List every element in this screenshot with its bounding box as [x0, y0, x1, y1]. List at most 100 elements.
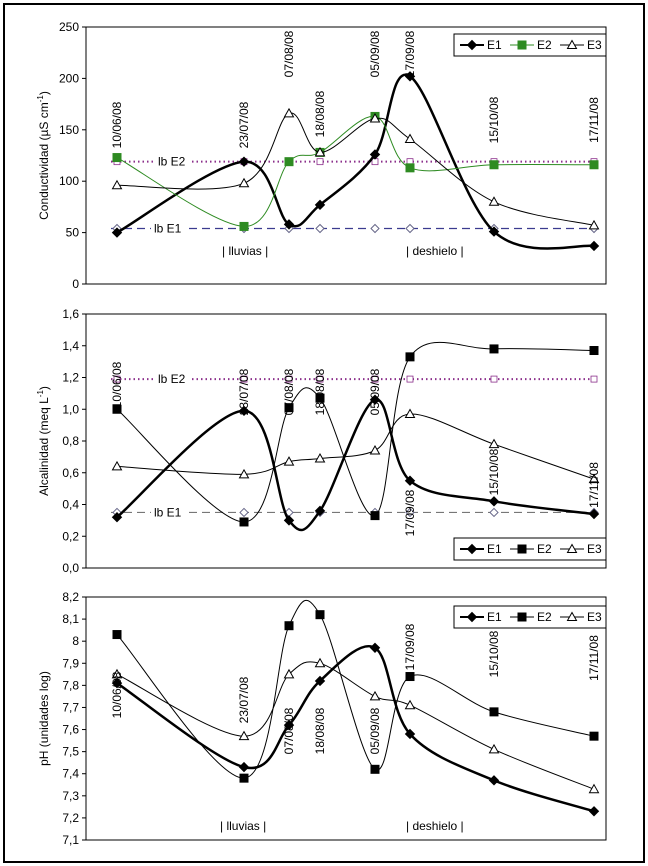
reference-marker — [371, 375, 379, 383]
data-point-E2 — [112, 153, 122, 163]
y-tick-label: 1,6 — [62, 307, 79, 321]
legend-label-E1: E1 — [487, 38, 502, 52]
data-point-E3 — [238, 730, 250, 741]
data-point-E1 — [488, 496, 500, 507]
data-point-E1 — [369, 642, 381, 654]
data-point-E2 — [589, 346, 599, 356]
legend-label-E1: E1 — [487, 610, 502, 624]
data-point-E2 — [239, 221, 249, 231]
data-point-E1 — [404, 475, 416, 486]
data-point-E1 — [283, 719, 295, 731]
data-point-E1 — [283, 515, 295, 526]
date-label: 17/11/08 — [587, 462, 601, 508]
date-label: 07/08/08 — [282, 707, 296, 754]
reference-label-bg — [151, 504, 187, 520]
date-label: 05/09/08 — [368, 30, 382, 77]
data-point-E1 — [404, 71, 416, 82]
y-tick-label: 1,2 — [62, 371, 79, 385]
date-label: 18/08/08 — [313, 90, 327, 137]
data-point-E2 — [239, 773, 249, 783]
data-point-E2 — [405, 352, 415, 362]
reference-label: lb E2 — [158, 155, 186, 169]
data-point-E3 — [314, 657, 326, 668]
data-point-E1 — [238, 761, 250, 773]
y-tick-label: 200 — [59, 71, 79, 85]
data-point-E2 — [489, 344, 499, 354]
y-tick-label: 7,1 — [62, 833, 79, 847]
data-point-E3 — [238, 177, 250, 188]
data-point-E1 — [314, 199, 326, 211]
date-label: 17/11/08 — [587, 97, 601, 143]
period-annotation: | deshielo | — [406, 244, 464, 258]
y-tick-label: 8 — [72, 634, 79, 648]
legend-marker-E3 — [566, 611, 578, 621]
legend-marker-E1 — [466, 39, 478, 51]
data-point-E3 — [283, 668, 295, 679]
y-tick-label: 0 — [72, 277, 79, 291]
data-point-E1 — [111, 511, 123, 523]
y-tick-label: 7,9 — [62, 656, 79, 670]
reference-marker — [285, 375, 293, 383]
reference-marker — [316, 158, 324, 166]
y-tick-label: 1,0 — [62, 402, 79, 416]
date-label: 23/07/08 — [237, 101, 251, 148]
reference-label: lb E1 — [154, 505, 182, 519]
data-point-E3 — [369, 445, 381, 455]
data-point-E1 — [588, 806, 600, 817]
data-point-E3 — [238, 468, 250, 479]
y-tick-label: 0,4 — [62, 498, 79, 512]
y-axis-label: pH (unidades log) — [37, 671, 51, 766]
y-tick-label: 100 — [59, 174, 79, 188]
reference-marker — [590, 375, 598, 383]
data-point-E3 — [369, 112, 381, 123]
data-point-E3 — [588, 783, 600, 794]
y-tick-label: 0,0 — [62, 561, 79, 575]
data-point-E3 — [488, 438, 500, 449]
reference-marker — [240, 375, 248, 383]
reference-marker — [490, 375, 498, 383]
data-point-E1 — [238, 405, 250, 417]
date-label: 23/07/08 — [237, 368, 251, 415]
y-tick-label: 0,8 — [62, 434, 79, 448]
data-point-E3 — [488, 743, 500, 754]
date-label: 07/08/08 — [282, 368, 296, 415]
y-axis-label: Conductividad (µS cm-1) — [36, 91, 51, 220]
data-point-E1 — [238, 156, 250, 167]
date-label: 10/06/08 — [110, 671, 124, 718]
data-point-E2 — [589, 731, 599, 741]
reference-marker — [405, 507, 415, 518]
reference-label: lb E2 — [158, 372, 186, 386]
chart-panel-1: 0 50 100 150 200 250 Conductividad (µS cm-1) lb… — [36, 20, 607, 291]
reference-label-bg — [155, 153, 191, 169]
legend-label-E3: E3 — [587, 542, 602, 556]
reference-marker — [239, 507, 249, 518]
date-label: 05/09/08 — [368, 368, 382, 415]
data-point-E2 — [489, 160, 499, 170]
legend-label-E3: E3 — [587, 610, 602, 624]
data-point-E1 — [314, 505, 326, 517]
data-point-E2 — [239, 517, 249, 527]
data-point-E1 — [488, 775, 500, 786]
legend-marker-E3 — [566, 543, 578, 553]
data-point-E2 — [284, 621, 294, 631]
legend-marker-E2 — [517, 544, 527, 554]
data-point-E3 — [314, 146, 326, 157]
data-point-E3 — [404, 699, 416, 710]
date-label: 17/09/08 — [403, 623, 417, 670]
data-point-E1 — [369, 394, 381, 405]
data-point-E1 — [314, 675, 326, 687]
data-point-E1 — [488, 226, 500, 237]
data-point-E3 — [404, 408, 416, 419]
reference-label-bg — [151, 220, 187, 236]
reference-label-bg — [155, 371, 191, 387]
y-tick-label: 8,2 — [62, 590, 79, 604]
data-point-E1 — [588, 508, 600, 520]
data-point-E3 — [369, 690, 381, 701]
date-label: 15/10/08 — [487, 448, 501, 495]
legend-marker-E3 — [566, 39, 578, 49]
data-point-E1 — [404, 728, 416, 740]
y-tick-label: 1,4 — [62, 339, 79, 353]
period-annotation: | lluvias | — [222, 244, 268, 258]
date-label: 15/10/08 — [487, 630, 501, 677]
